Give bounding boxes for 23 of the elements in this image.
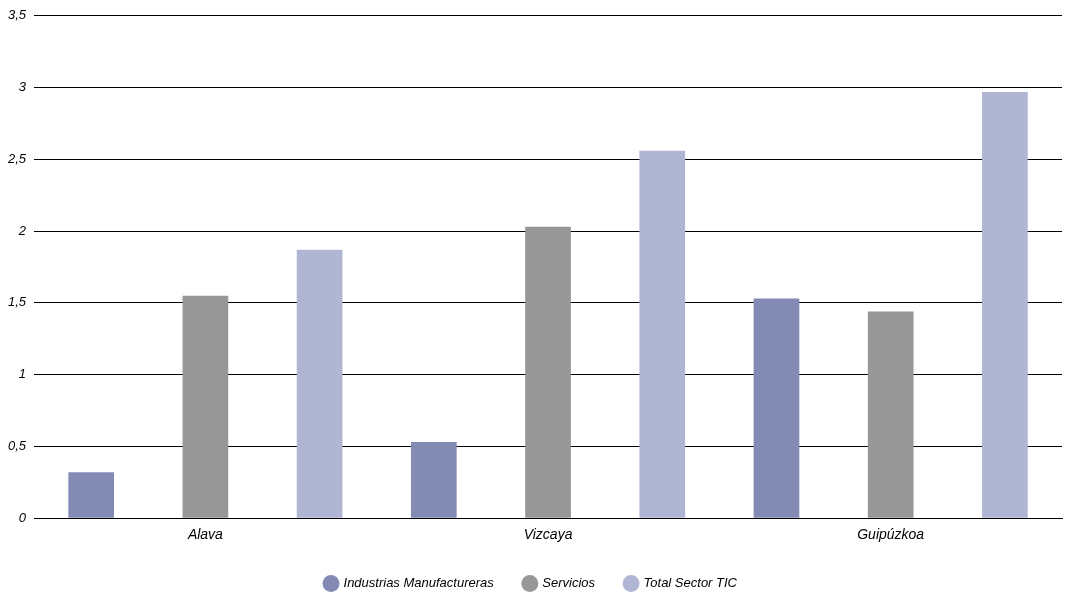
y-tick-label: 0 bbox=[18, 509, 27, 525]
bar bbox=[68, 472, 115, 518]
bar bbox=[525, 226, 571, 518]
bar bbox=[182, 295, 229, 518]
bar bbox=[639, 150, 686, 518]
y-tick-label: 0,5 bbox=[7, 438, 27, 454]
bar bbox=[867, 311, 914, 518]
legend-label: Servicios bbox=[542, 575, 596, 591]
bar bbox=[982, 91, 1028, 518]
y-tick-label: 1 bbox=[18, 366, 27, 382]
bar bbox=[753, 298, 800, 518]
y-tick-label: 2,5 bbox=[6, 150, 27, 166]
legend-label: Total Sector TIC bbox=[643, 575, 738, 591]
y-tick-label: 3 bbox=[18, 79, 27, 95]
x-tick-label: Alava bbox=[186, 526, 224, 543]
x-tick-label: Vizcaya bbox=[523, 526, 573, 543]
legend-label: Industrias Manufactureras bbox=[343, 575, 495, 591]
y-tick-label: 3,5 bbox=[7, 7, 27, 23]
y-tick-label: 2 bbox=[17, 222, 27, 238]
x-tick-label: Guipúzkoa bbox=[857, 526, 925, 543]
bar bbox=[410, 442, 457, 518]
y-tick-label: 1,5 bbox=[7, 294, 27, 310]
bar bbox=[296, 249, 343, 518]
